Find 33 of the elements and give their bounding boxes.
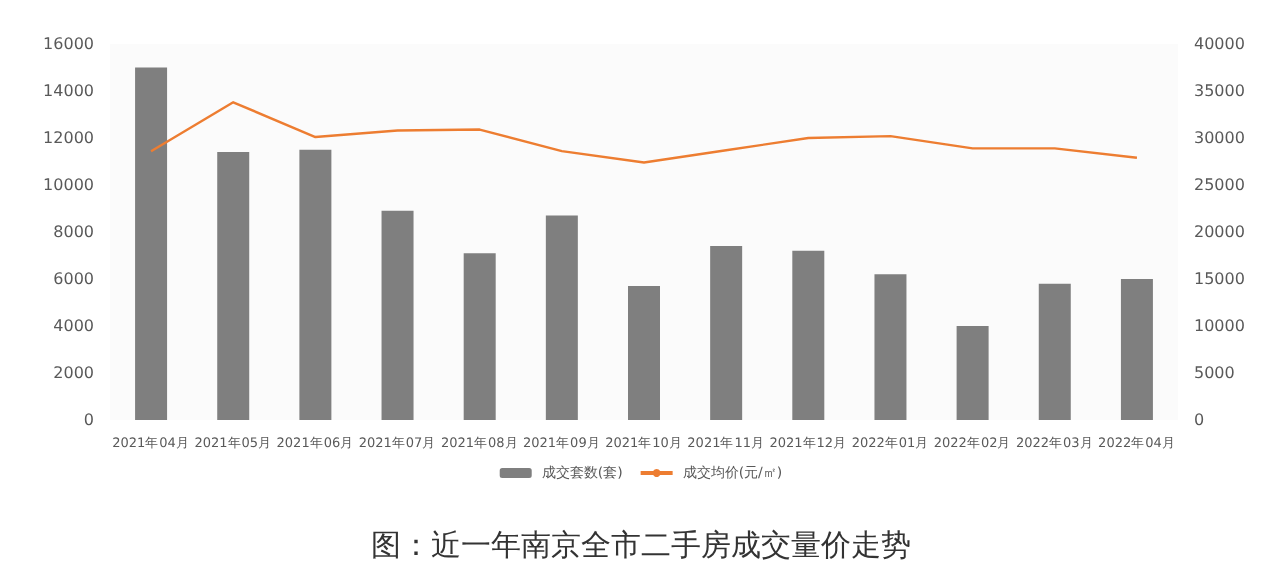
bar: [1120, 279, 1153, 420]
y-tick-label: 10000: [43, 176, 94, 194]
bar: [135, 67, 168, 420]
y2-tick-label: 20000: [1194, 223, 1245, 241]
bar: [1038, 283, 1071, 420]
y-tick-label: 4000: [53, 317, 94, 335]
bar: [792, 250, 825, 420]
bar: [545, 215, 578, 420]
y-tick-label: 12000: [43, 129, 94, 147]
y-tick-label: 8000: [53, 223, 94, 241]
bar: [874, 274, 907, 420]
y2-tick-label: 30000: [1194, 129, 1245, 147]
bar: [463, 253, 496, 420]
y2-tick-label: 15000: [1194, 270, 1245, 288]
bar: [956, 326, 989, 420]
y2-tick-label: 10000: [1194, 317, 1245, 335]
y-tick-label: 6000: [53, 270, 94, 288]
y-tick-label: 14000: [43, 82, 94, 100]
y2-tick-label: 40000: [1194, 35, 1245, 53]
bar: [381, 210, 414, 420]
y2-tick-label: 0: [1194, 411, 1205, 429]
y2-tick-label: 25000: [1194, 176, 1245, 194]
line-series: [149, 101, 1139, 164]
bar: [299, 149, 332, 420]
y2-tick-label: 5000: [1194, 364, 1235, 382]
y-tick-label: 16000: [43, 35, 94, 53]
text: 图：近一年南京全市二手房成交量价走势: [371, 527, 911, 563]
bar: [217, 152, 250, 420]
bar: [710, 246, 743, 420]
y2-tick-label: 35000: [1194, 82, 1245, 100]
y-tick-label: 0: [83, 411, 94, 429]
y-tick-label: 2000: [53, 364, 94, 382]
bar: [628, 286, 660, 420]
